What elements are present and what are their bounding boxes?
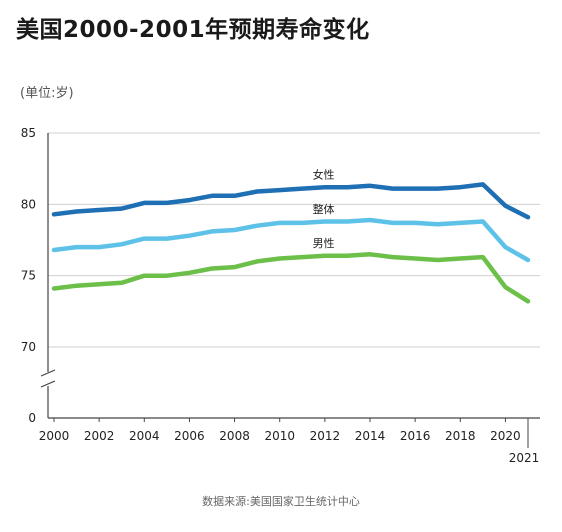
x-tick-label-2018: 2018: [445, 429, 476, 443]
series-line-2: [51, 217, 531, 263]
x-tick-label-2010: 2010: [264, 429, 295, 443]
y-tick-label-75: 75: [21, 269, 36, 283]
x-tick-label-2012: 2012: [310, 429, 341, 443]
y-unit-label: (单位:岁): [20, 86, 74, 101]
chart-title: 美国2000-2001年预期寿命变化: [16, 17, 370, 43]
series-label-3: 男性: [313, 236, 335, 250]
y-tick-label-80: 80: [21, 197, 36, 211]
x-tick-label-2016: 2016: [400, 429, 431, 443]
grid-lines: [48, 132, 540, 348]
axes: [40, 133, 540, 448]
x-tick-label-2002: 2002: [84, 429, 115, 443]
x-tick-label-2020: 2020: [490, 429, 521, 443]
series-label-1: 女性: [313, 168, 335, 182]
y-tick-label-0: 0: [28, 411, 36, 425]
data-source-note: 数据来源:美国国家卫生统计中心: [202, 495, 360, 508]
series-line-1: [51, 182, 531, 220]
y-tick-labels: 85 80 75 70 0: [21, 126, 36, 425]
series-label-2: 整体: [313, 202, 335, 216]
x-tick-label-2006: 2006: [174, 429, 205, 443]
x-tick-label-2000: 2000: [39, 429, 70, 443]
series-line-3: [51, 252, 531, 304]
x-tick-label-2021: 2021: [509, 451, 540, 465]
x-tick-label-2008: 2008: [219, 429, 250, 443]
x-tick-label-2014: 2014: [355, 429, 386, 443]
axis-break-mark-1: [40, 369, 56, 377]
y-tick-label-85: 85: [21, 126, 36, 140]
series-lines: [51, 182, 531, 304]
y-tick-label-70: 70: [21, 340, 36, 354]
axis-break-mark-2: [40, 380, 56, 388]
x-tick-label-2004: 2004: [129, 429, 160, 443]
x-tick-labels: 2000 2002 2004 2006 2008 2010 2012 2014 2016 2018…: [39, 429, 540, 465]
